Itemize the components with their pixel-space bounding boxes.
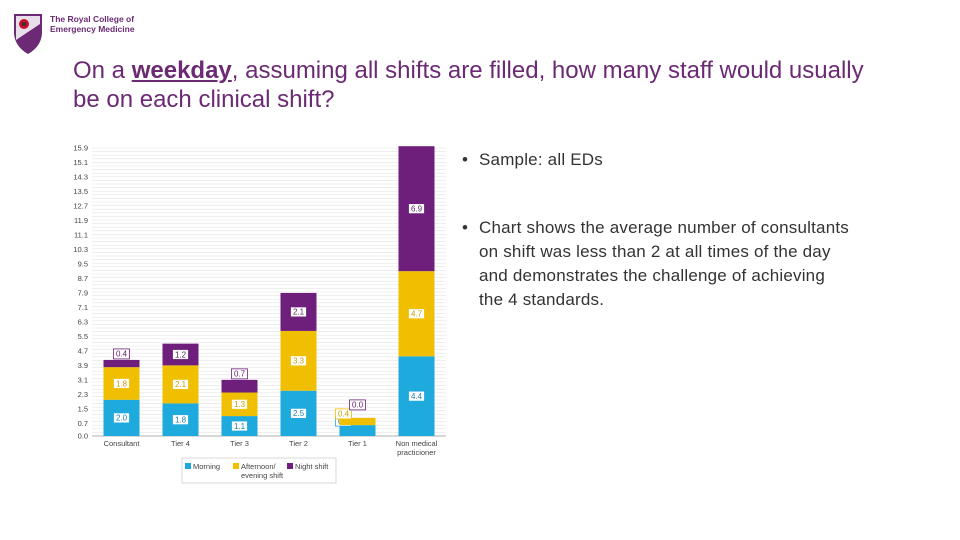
y-tick-label: 8.7 bbox=[78, 274, 88, 283]
data-label: 6.9 bbox=[411, 204, 423, 213]
y-tick-label: 3.1 bbox=[78, 375, 88, 384]
legend-label: evening shift bbox=[241, 471, 284, 480]
legend-swatch bbox=[233, 463, 239, 469]
x-tick-label: practicioner bbox=[397, 448, 436, 457]
data-label-box bbox=[113, 348, 130, 360]
legend-label: Night shift bbox=[295, 462, 329, 471]
y-tick-label: 2.3 bbox=[78, 390, 88, 399]
x-tick-label: Tier 1 bbox=[348, 439, 367, 448]
data-label: 0.4 bbox=[338, 410, 350, 419]
y-tick-label: 5.5 bbox=[78, 332, 88, 341]
data-label: 1.8 bbox=[116, 379, 128, 388]
logo-line-1: The Royal College of bbox=[50, 14, 135, 24]
bullet-dot-icon: • bbox=[462, 150, 469, 169]
y-tick-label: 11.9 bbox=[74, 216, 88, 225]
data-label: 3.3 bbox=[293, 357, 305, 366]
y-tick-label: 0.0 bbox=[78, 432, 88, 441]
stacked-bar-chart: 0.0 0.7 1.5 2.3 3.1 3.9 4.7 5.5 6.3 7.1 7.9 8.7 9.5 1… bbox=[66, 140, 451, 488]
rcem-crest-icon bbox=[14, 14, 42, 54]
data-label: 2.1 bbox=[293, 308, 305, 317]
rcem-logo: The Royal College of Emergency Medicine bbox=[12, 10, 152, 58]
y-tick-label: 15.1 bbox=[73, 158, 88, 167]
data-label-box bbox=[290, 407, 307, 419]
logo-line-2: Emergency Medicine bbox=[50, 24, 135, 34]
page-title: On a weekday, assuming all shifts are fi… bbox=[73, 56, 873, 114]
y-tick-label: 6.3 bbox=[78, 317, 88, 326]
legend-label: Afternoon/ bbox=[241, 462, 277, 471]
bullet-text: Chart shows the average number of consul… bbox=[479, 218, 849, 309]
y-tick-label: 4.7 bbox=[78, 346, 88, 355]
data-label-box bbox=[290, 355, 307, 367]
y-tick-label: 3.9 bbox=[78, 361, 88, 370]
x-tick-label: Consultant bbox=[104, 439, 141, 448]
data-label-box bbox=[335, 408, 352, 420]
y-tick-label: 13.5 bbox=[73, 187, 88, 196]
data-label-box bbox=[172, 378, 189, 390]
title-post: , assuming all shifts are filled, how ma… bbox=[73, 57, 864, 113]
x-tick-label: Tier 4 bbox=[171, 439, 190, 448]
data-label: 0.7 bbox=[234, 370, 246, 379]
data-label-box bbox=[349, 399, 366, 411]
y-tick-label: 7.9 bbox=[78, 288, 88, 297]
data-label-box bbox=[408, 308, 425, 320]
bar-segment bbox=[221, 379, 258, 393]
title-pre: On a bbox=[73, 57, 132, 84]
bullet-item: • Chart shows the average number of cons… bbox=[462, 216, 852, 312]
data-label: 1.8 bbox=[175, 415, 187, 424]
y-tick-label: 11.1 bbox=[74, 230, 88, 239]
data-label: 1.3 bbox=[234, 400, 246, 409]
bar-segment bbox=[339, 417, 376, 426]
legend-swatch bbox=[287, 463, 293, 469]
data-label-box bbox=[231, 398, 248, 410]
bullet-text: Sample: all EDs bbox=[479, 150, 603, 169]
data-label: 4.4 bbox=[411, 392, 423, 401]
legend-swatch bbox=[185, 463, 191, 469]
y-tick-label: 12.7 bbox=[73, 201, 88, 210]
data-label-box bbox=[113, 412, 130, 424]
data-label-box bbox=[172, 414, 189, 426]
x-tick-label: Tier 2 bbox=[289, 439, 308, 448]
data-label-box bbox=[408, 390, 425, 402]
data-label: 1.1 bbox=[234, 422, 246, 431]
data-label-box bbox=[231, 368, 248, 380]
data-label-box bbox=[408, 203, 425, 215]
chart-svg: 0.0 0.7 1.5 2.3 3.1 3.9 4.7 5.5 6.3 7.1 7.9 8.7 9.5 1… bbox=[66, 140, 451, 488]
data-label: 1.2 bbox=[175, 350, 187, 359]
y-tick-label: 1.5 bbox=[78, 404, 88, 413]
y-tick-label: 0.7 bbox=[78, 419, 88, 428]
bullet-dot-icon: • bbox=[462, 218, 469, 237]
title-emphasis: weekday bbox=[131, 57, 232, 84]
bullet-item: • Sample: all EDs bbox=[462, 148, 852, 172]
legend-label: Morning bbox=[193, 462, 220, 471]
data-label: 2.5 bbox=[293, 409, 305, 418]
data-label-box bbox=[113, 378, 130, 389]
bar-segment bbox=[339, 425, 376, 436]
x-tick-label: Non medical bbox=[396, 439, 438, 448]
legend-box bbox=[181, 457, 337, 484]
data-label: 2.0 bbox=[116, 414, 128, 423]
data-label: 4.7 bbox=[411, 310, 423, 319]
y-tick-label: 7.1 bbox=[78, 303, 88, 312]
data-label: 0.0 bbox=[352, 401, 364, 410]
y-tick-label: 9.5 bbox=[78, 259, 88, 268]
bar-segment bbox=[103, 359, 140, 368]
data-label-box bbox=[172, 349, 189, 360]
data-label-box bbox=[290, 306, 307, 318]
data-label-box bbox=[231, 420, 248, 432]
y-tick-label: 15.9 bbox=[73, 144, 88, 153]
data-label: 2.1 bbox=[175, 380, 187, 389]
y-tick-label: 10.3 bbox=[73, 245, 88, 254]
x-tick-label: Tier 3 bbox=[230, 439, 249, 448]
y-tick-label: 14.3 bbox=[73, 172, 88, 181]
bullet-list: • Sample: all EDs • Chart shows the aver… bbox=[462, 148, 852, 356]
data-label: 0.4 bbox=[116, 350, 128, 359]
